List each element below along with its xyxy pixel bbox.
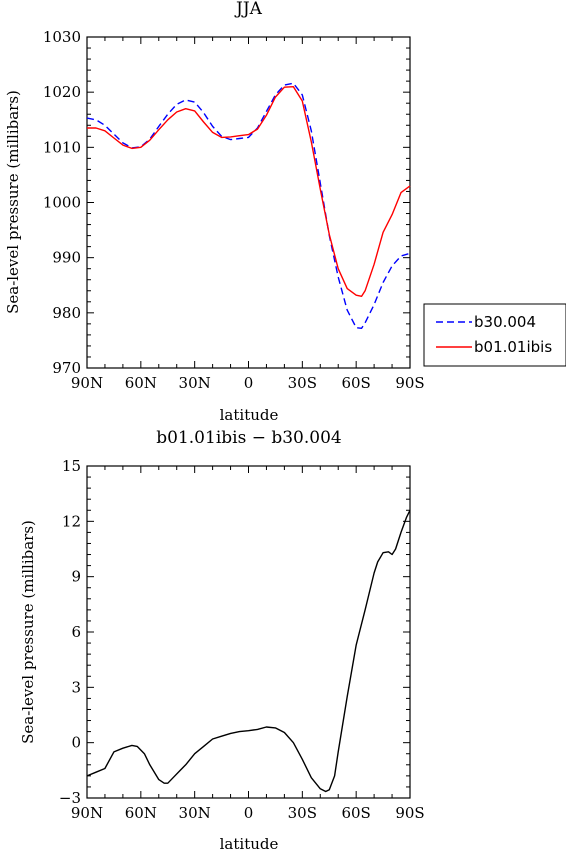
y-tick-label: 0 [71, 734, 81, 752]
bottom-chart-xlabel: latitude [220, 835, 279, 851]
y-tick-label: 970 [52, 359, 81, 377]
x-tick-label: 0 [244, 804, 254, 822]
x-tick-label: 90S [395, 374, 424, 392]
series-line-difference [86, 509, 411, 793]
y-tick-label: 6 [71, 623, 81, 641]
x-tick-label: 30S [288, 374, 317, 392]
top-chart-title: JJA [234, 0, 263, 19]
top-chart-xlabel: latitude [220, 406, 279, 424]
y-tick-label: 1030 [43, 28, 81, 46]
y-tick-label: 15 [62, 457, 81, 475]
x-tick-label: 90N [71, 374, 103, 392]
plot-frame [86, 465, 411, 799]
legend-label-b30-004: b30.004 [474, 313, 536, 331]
x-tick-label: 90N [71, 804, 103, 822]
x-tick-label: 30N [179, 804, 211, 822]
bottom-chart-plot: 90N 60N 30N 0 30S 60S 90S −3 0 3 6 9 12 15 [59, 457, 425, 822]
y-tick-label: 1010 [43, 138, 81, 156]
y-tick-label: 3 [71, 678, 81, 696]
x-tick-label: 30S [288, 804, 317, 822]
x-tick-label: 60N [125, 374, 157, 392]
plot-frame [86, 36, 411, 369]
top-chart-plot: 90N 60N 30N 0 30S 60S 90S 970 980 990 1000 1010 1020… [43, 28, 425, 392]
y-tick-label: −3 [59, 789, 81, 807]
y-tick-label: 990 [52, 249, 81, 267]
x-tick-label: 30N [179, 374, 211, 392]
series-line-b01-01ibis [87, 85, 411, 297]
y-tick-label: 1000 [43, 194, 81, 212]
y-tick-label: 980 [52, 304, 81, 322]
x-tick-label: 60S [341, 374, 370, 392]
x-tick-label: 60N [125, 804, 157, 822]
bottom-chart-title: b01.01ibis − b30.004 [156, 428, 341, 448]
bottom-chart-ylabel: Sea-level pressure (millibars) [19, 520, 37, 744]
y-tick-label: 12 [62, 512, 81, 530]
legend: b30.004 b01.01ibis [423, 303, 566, 367]
x-tick-label: 90S [395, 804, 424, 822]
y-tick-label: 1020 [43, 83, 81, 101]
y-tick-label: 9 [71, 568, 81, 586]
legend-label-b01-01ibis: b01.01ibis [474, 338, 552, 356]
series-line-b30-004 [86, 82, 411, 329]
top-chart-ylabel: Sea-level pressure (millibars) [4, 90, 22, 314]
x-tick-label: 60S [341, 804, 370, 822]
x-tick-label: 0 [244, 374, 254, 392]
legend-box [423, 303, 566, 367]
